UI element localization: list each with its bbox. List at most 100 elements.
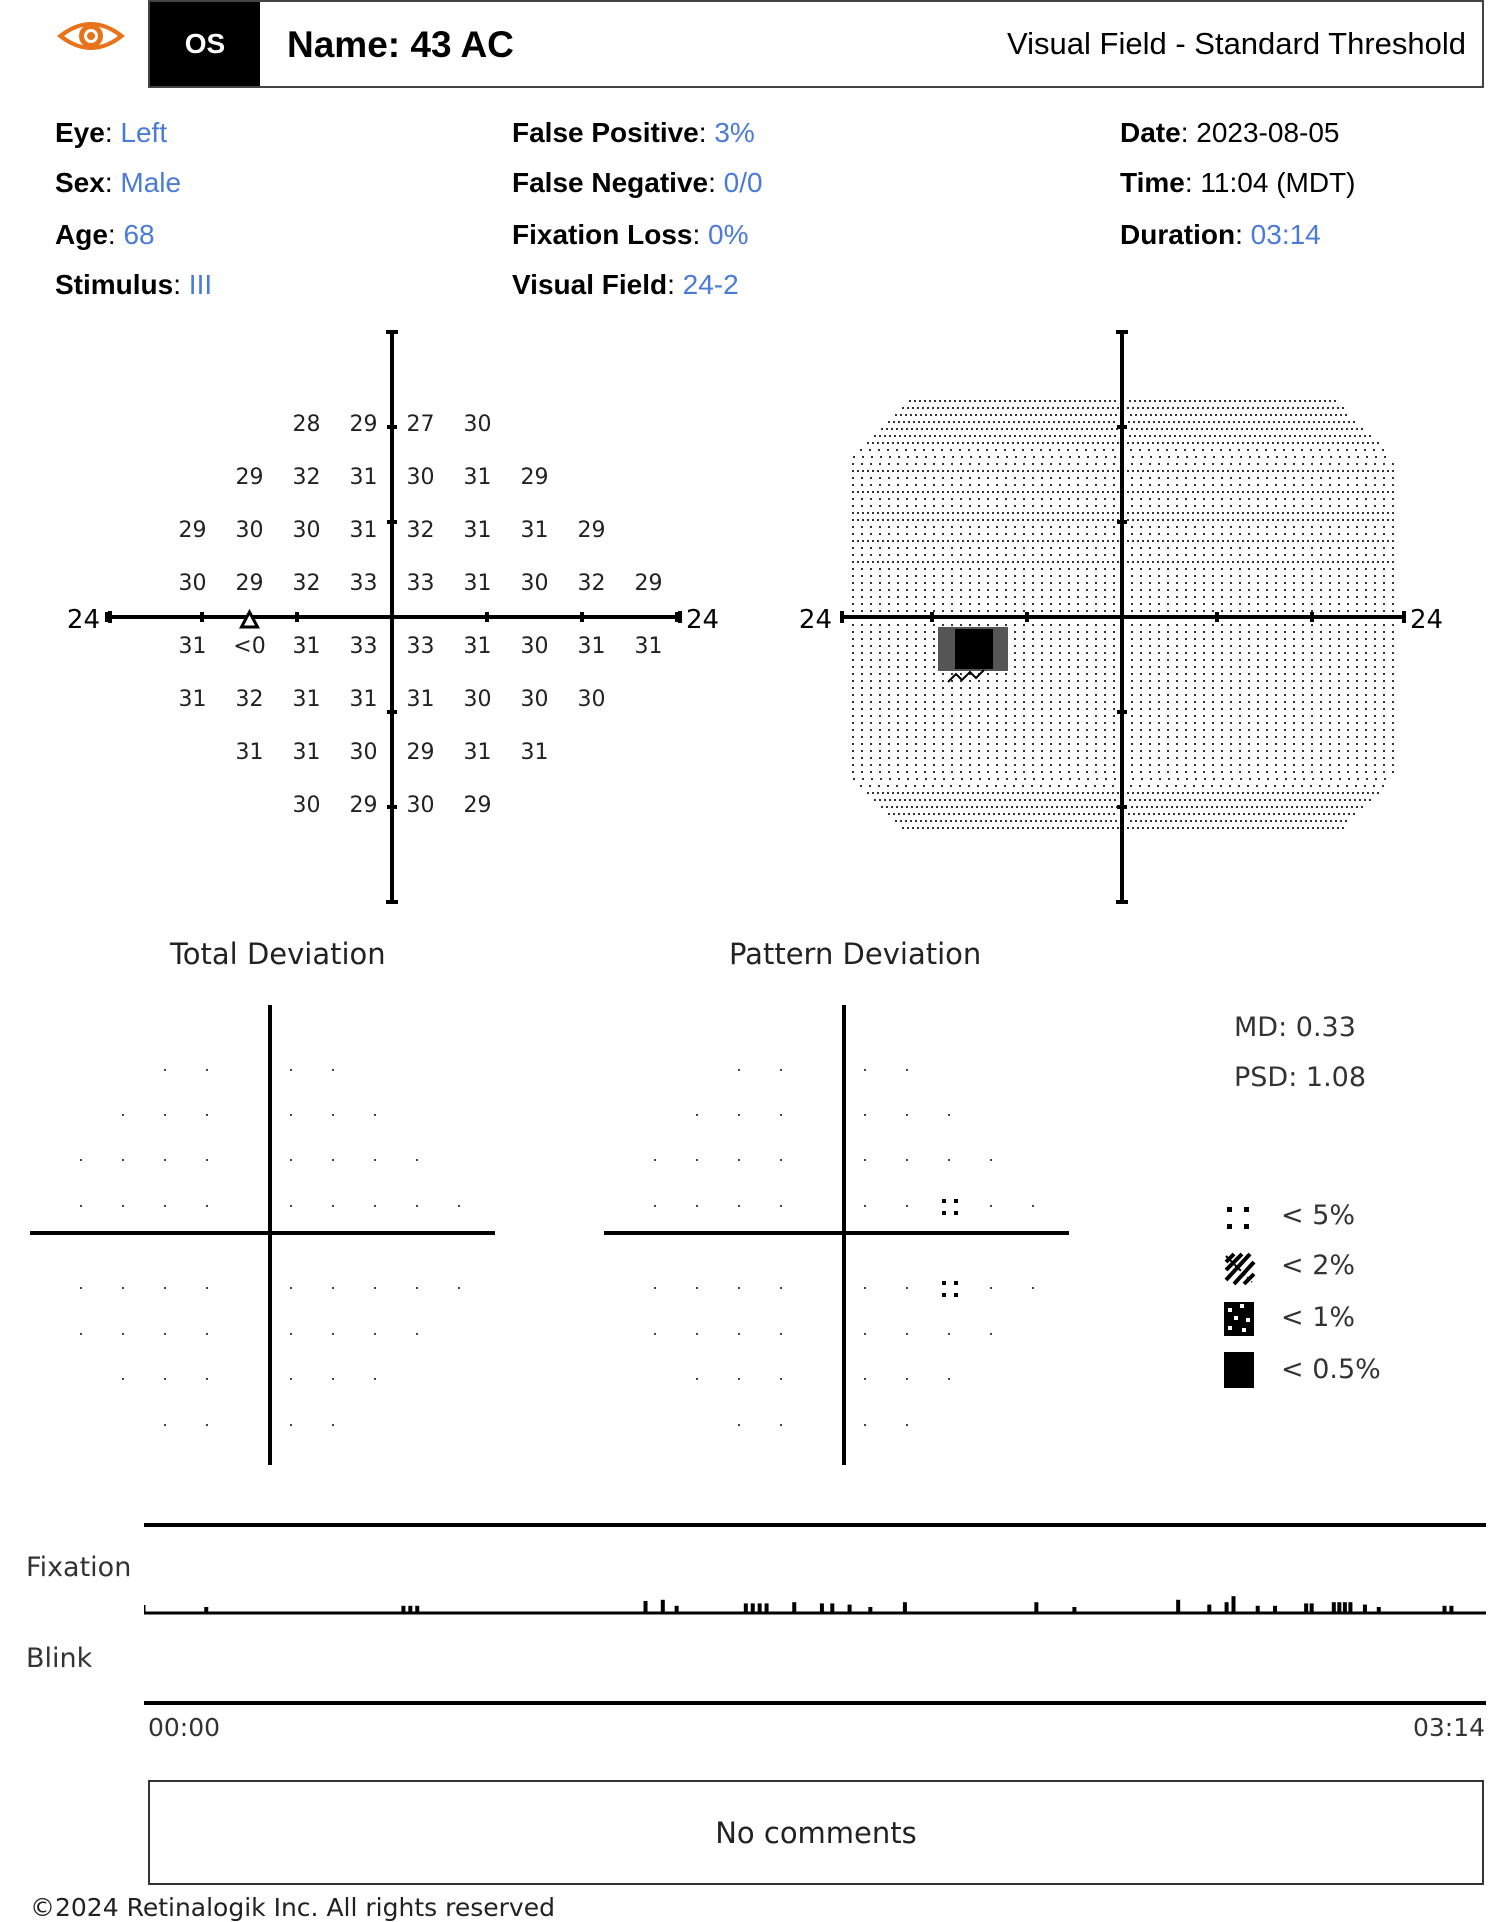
gray-dot [1104, 435, 1106, 437]
gray-dot [1133, 421, 1135, 423]
gray-dot [960, 687, 962, 689]
gray-dot [912, 540, 914, 542]
gray-dot [978, 708, 980, 710]
gray-dot [1329, 435, 1331, 437]
gray-dot [1320, 743, 1322, 745]
gray-dot [924, 771, 926, 773]
gray-dot [1392, 757, 1394, 759]
gray-dot [1077, 603, 1079, 605]
gray-dot [1243, 813, 1245, 815]
gray-dot [951, 428, 953, 430]
gray-dot [1005, 820, 1007, 822]
gray-dot [1357, 519, 1359, 521]
gray-dot [1374, 484, 1376, 486]
gray-dot [1231, 806, 1233, 808]
gray-dot [1090, 414, 1092, 416]
gray-dot [1149, 603, 1151, 605]
deviation-dot [206, 1159, 208, 1161]
gray-dot [1272, 491, 1274, 493]
gray-dot [1187, 512, 1189, 514]
gray-dot [1242, 407, 1244, 409]
deviation-dot [332, 1378, 334, 1380]
gray-dot [947, 407, 949, 409]
gray-dot [924, 568, 926, 570]
gray-dot [1057, 470, 1059, 472]
gray-dot [888, 750, 890, 752]
gray-dot [1373, 785, 1375, 787]
gray-dot [1104, 624, 1106, 626]
gray-dot [992, 561, 994, 563]
gray-dot [1266, 736, 1268, 738]
gray-dot [1185, 526, 1187, 528]
gray-dot [1176, 428, 1178, 430]
gray-dot [1160, 820, 1162, 822]
gray-dot [1032, 519, 1034, 521]
gray-dot [1282, 792, 1284, 794]
gray-dot [1226, 428, 1228, 430]
gray-dot [922, 561, 924, 563]
gray-dot [1077, 729, 1079, 731]
gray-dot [1076, 449, 1078, 451]
gray-dot [1230, 757, 1232, 759]
gray-dot [1275, 603, 1277, 605]
gray-dot [852, 673, 854, 675]
gray-dot [1023, 736, 1025, 738]
gray-dot [1284, 435, 1286, 437]
gray-dot [1059, 631, 1061, 633]
gray-dot [1312, 442, 1314, 444]
gray-dot [1007, 470, 1009, 472]
gray-dot [951, 610, 953, 612]
gray-dot [957, 519, 959, 521]
deviation-dot [780, 1069, 782, 1071]
gray-dot [1383, 533, 1385, 535]
fixation-label: Fixation [26, 1552, 132, 1583]
gray-dot [1196, 428, 1198, 430]
gray-dot [895, 414, 897, 416]
gray-dot [1374, 715, 1376, 717]
gray-dot [1131, 554, 1133, 556]
gray-dot [928, 421, 930, 423]
gray-dot [945, 820, 947, 822]
gray-dot [1113, 638, 1115, 640]
fixation-event [1309, 1603, 1314, 1613]
gray-dot [967, 491, 969, 493]
gray-dot [1321, 456, 1323, 458]
gray-dot [969, 547, 971, 549]
gray-dot [1347, 561, 1349, 563]
fixation-event [750, 1603, 755, 1613]
gray-dot [1326, 806, 1328, 808]
gray-dot [1149, 463, 1151, 465]
gray-dot [992, 491, 994, 493]
gray-dot [1248, 764, 1250, 766]
gray-dot [1230, 414, 1232, 416]
gray-dot [1131, 701, 1133, 703]
gray-dot [1266, 575, 1268, 577]
gray-dot [1149, 694, 1151, 696]
gray-dot [1107, 442, 1109, 444]
gray-dot [1076, 785, 1078, 787]
gray-dot [1302, 582, 1304, 584]
gray-dot [923, 785, 925, 787]
gray-dot [1293, 645, 1295, 647]
gray-dot [1027, 491, 1029, 493]
gray-dot [894, 799, 896, 801]
gray-dot [1263, 813, 1265, 815]
threshold-value: 31 [464, 634, 492, 659]
threshold-value: 30 [407, 793, 435, 818]
gray-dot [1281, 806, 1283, 808]
gray-dot [1098, 813, 1100, 815]
gray-dot [1211, 806, 1213, 808]
gray-dot [1202, 519, 1204, 521]
gray-dot [937, 442, 939, 444]
gray-dot [924, 645, 926, 647]
gray-dot [1392, 519, 1394, 521]
gray-dot [1000, 820, 1002, 822]
gray-dot [1347, 743, 1349, 745]
gray-dot [942, 750, 944, 752]
fixation-event [1342, 1602, 1347, 1613]
gray-dot [861, 624, 863, 626]
gray-dot [948, 813, 950, 815]
gray-dot [939, 799, 941, 801]
gray-dot [888, 764, 890, 766]
gray-dot [1221, 533, 1223, 535]
